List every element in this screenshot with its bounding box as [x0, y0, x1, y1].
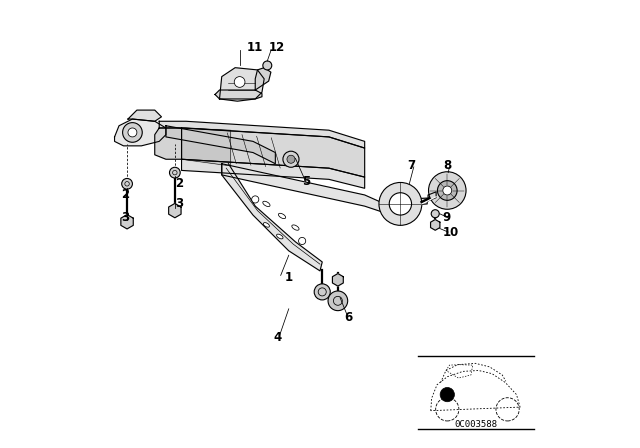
Circle shape — [252, 196, 259, 203]
Circle shape — [438, 181, 457, 200]
Circle shape — [314, 284, 330, 300]
Circle shape — [440, 388, 454, 402]
Text: 3: 3 — [175, 198, 183, 211]
Circle shape — [287, 155, 295, 163]
Polygon shape — [332, 274, 343, 286]
Circle shape — [128, 128, 137, 137]
Circle shape — [379, 182, 422, 225]
Text: 4: 4 — [273, 332, 282, 345]
Text: 12: 12 — [269, 41, 285, 54]
Text: 7: 7 — [407, 159, 415, 172]
Circle shape — [283, 151, 299, 167]
Text: 9: 9 — [443, 211, 451, 224]
Ellipse shape — [263, 201, 270, 207]
Circle shape — [389, 193, 412, 215]
Text: 10: 10 — [443, 225, 459, 238]
Polygon shape — [155, 128, 182, 159]
Polygon shape — [182, 159, 365, 188]
Polygon shape — [159, 121, 365, 148]
Circle shape — [328, 291, 348, 310]
Text: 2: 2 — [175, 177, 183, 190]
Circle shape — [443, 186, 452, 195]
Polygon shape — [166, 126, 275, 164]
Ellipse shape — [278, 213, 285, 219]
Polygon shape — [428, 192, 436, 201]
Circle shape — [299, 237, 306, 245]
Polygon shape — [221, 164, 322, 271]
Ellipse shape — [264, 223, 269, 227]
Polygon shape — [221, 164, 385, 213]
Circle shape — [234, 77, 245, 87]
Circle shape — [170, 167, 180, 178]
Text: 6: 6 — [344, 311, 353, 324]
Polygon shape — [215, 90, 262, 99]
Polygon shape — [383, 198, 427, 211]
Text: 11: 11 — [246, 41, 262, 54]
Polygon shape — [169, 203, 181, 218]
Circle shape — [431, 210, 439, 218]
Polygon shape — [220, 68, 264, 101]
Polygon shape — [121, 215, 133, 229]
Polygon shape — [255, 68, 271, 90]
Polygon shape — [431, 220, 440, 230]
Circle shape — [123, 123, 142, 142]
Text: 8: 8 — [443, 159, 451, 172]
Polygon shape — [128, 110, 161, 121]
Circle shape — [263, 61, 272, 70]
Polygon shape — [182, 128, 230, 166]
Ellipse shape — [292, 225, 299, 230]
Text: 0C003588: 0C003588 — [455, 421, 498, 430]
Text: 1: 1 — [284, 271, 292, 284]
Circle shape — [122, 178, 132, 189]
Ellipse shape — [276, 234, 283, 239]
Circle shape — [429, 172, 466, 209]
Text: 5: 5 — [302, 175, 310, 188]
Polygon shape — [115, 119, 166, 146]
Text: 2: 2 — [121, 189, 129, 202]
Text: 3: 3 — [121, 211, 129, 224]
Polygon shape — [182, 128, 365, 177]
